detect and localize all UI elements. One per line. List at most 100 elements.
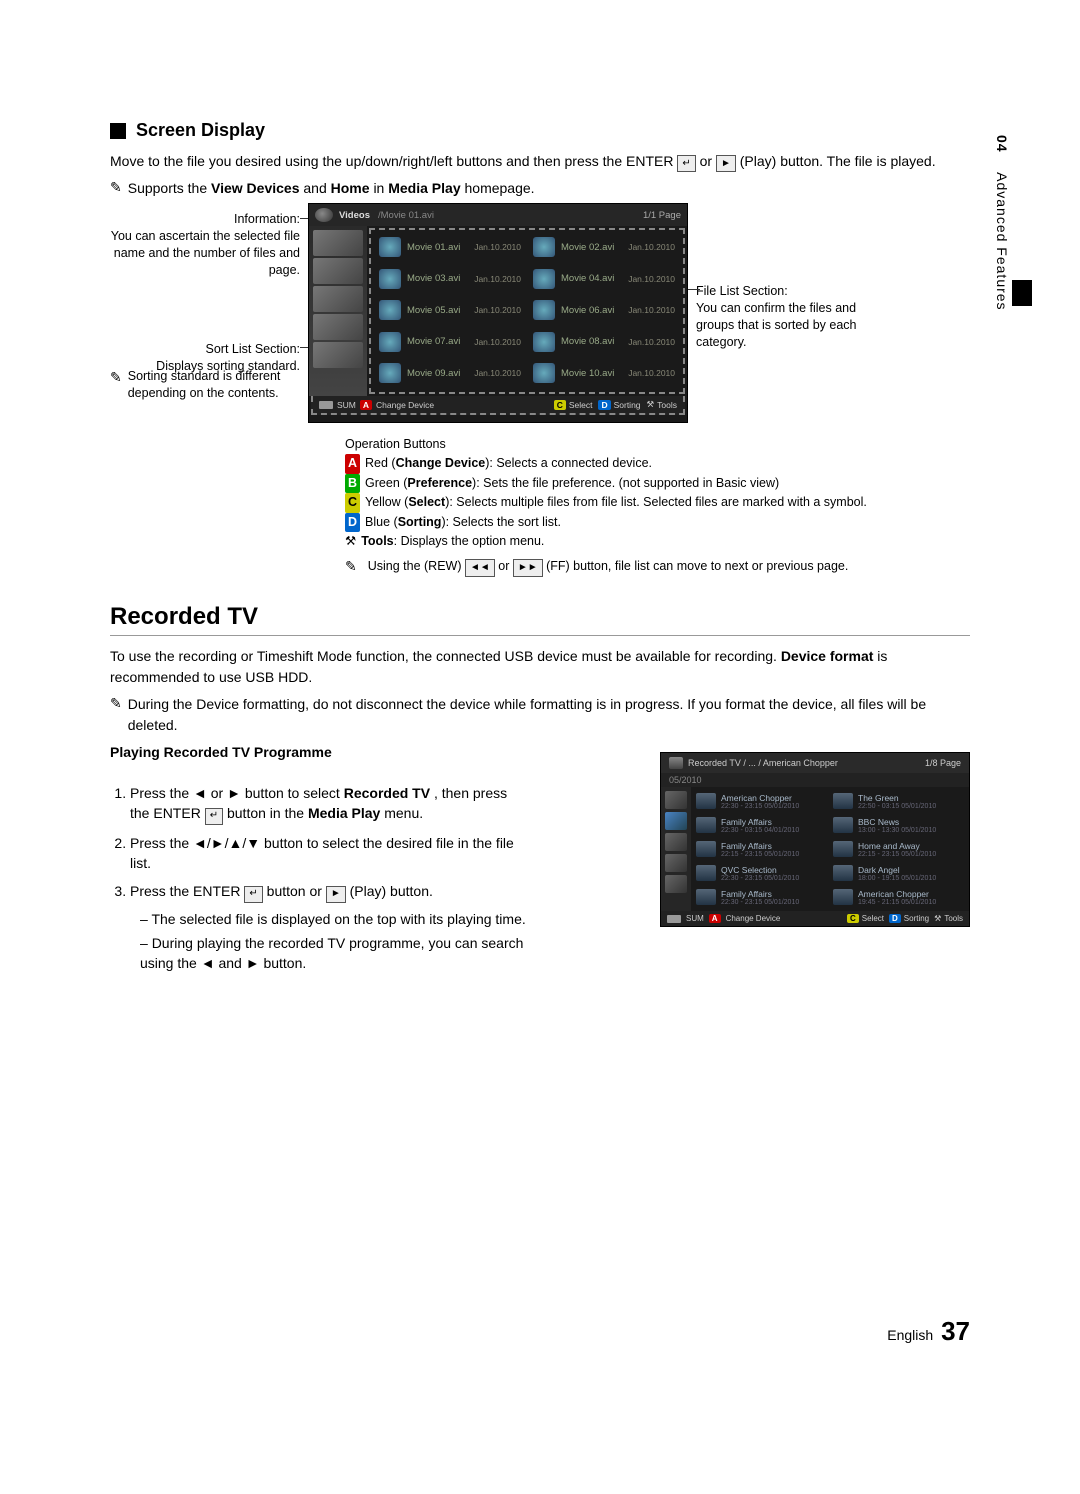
file-item[interactable]: Movie 01.aviJan.10.2010 (375, 232, 529, 262)
tv2-page: 1/8 Page (925, 758, 961, 768)
sidebar-icon[interactable] (665, 812, 687, 830)
file-name: Movie 09.avi (407, 368, 474, 379)
intro-text-c: (Play) button. The file is played. (740, 153, 936, 169)
recorded-name: American Chopper (858, 889, 964, 899)
media-play-screenshot: Videos /Movie 01.avi 1/1 Page Movie 01.a… (308, 203, 688, 423)
screen-path: /Movie 01.avi (378, 210, 643, 221)
callout-sortnote: ✎ Sorting standard is different dependin… (110, 368, 300, 402)
sorting-label: Sorting (904, 914, 929, 923)
change-device-label: Change Device (376, 400, 434, 410)
sort-icon[interactable] (313, 286, 363, 312)
sidebar-icon[interactable] (665, 875, 687, 893)
file-name: Movie 04.avi (561, 273, 628, 284)
sidebar-icon[interactable] (665, 854, 687, 872)
callout-filelist: File List Section: You can confirm the f… (696, 283, 866, 351)
recorded-sub: 22:50 - 03:15 05/01/2010 (858, 803, 964, 810)
file-name: Movie 07.avi (407, 336, 474, 347)
recorded-sub: 13:00 - 13:30 05/01/2010 (858, 827, 964, 834)
recorded-name: The Green (858, 793, 964, 803)
tv2-sidebar (661, 787, 691, 911)
rew-icon: ◄◄ (465, 559, 495, 577)
ff-icon: ►► (513, 559, 543, 577)
file-item[interactable]: Movie 05.aviJan.10.2010 (375, 295, 529, 325)
file-item[interactable]: Movie 07.aviJan.10.2010 (375, 327, 529, 357)
file-thumb-icon (379, 332, 401, 352)
file-name: Movie 01.avi (407, 242, 474, 253)
sort-icon[interactable] (313, 342, 363, 368)
recorded-sub: 22:30 - 23:15 05/01/2010 (721, 899, 827, 906)
sum-label: SUM (337, 400, 356, 410)
step-3: Press the ENTER ↵ button or ► (Play) but… (130, 881, 530, 973)
file-thumb-icon (533, 300, 555, 320)
file-date: Jan.10.2010 (628, 274, 679, 284)
usb-icon (319, 401, 333, 409)
file-item[interactable]: Movie 04.aviJan.10.2010 (529, 264, 683, 294)
recorded-thumb-icon (833, 817, 853, 833)
recorded-item[interactable]: QVC Selection22:30 - 23:15 05/01/2010 (693, 861, 830, 885)
screen-page: 1/1 Page (643, 210, 681, 221)
sidebar-icon[interactable] (665, 833, 687, 851)
file-thumb-icon (533, 332, 555, 352)
recorded-item[interactable]: Family Affairs22:15 - 23:15 05/01/2010 (693, 837, 830, 861)
sort-icon[interactable] (313, 314, 363, 340)
recorded-thumb-icon (833, 841, 853, 857)
green-b-icon: B (345, 474, 360, 493)
sort-sidebar (309, 226, 367, 396)
recorded-name: BBC News (858, 817, 964, 827)
file-thumb-icon (533, 237, 555, 257)
file-item[interactable]: Movie 03.aviJan.10.2010 (375, 264, 529, 294)
note-text: During the Device formatting, do not dis… (128, 694, 970, 736)
note-view-devices: ✎ Supports the View Devices and Home in … (110, 178, 970, 199)
recorded-item[interactable]: American Chopper19:45 - 21:15 05/01/2010 (830, 885, 967, 909)
blue-d-icon: D (345, 513, 360, 532)
file-item[interactable]: Movie 08.aviJan.10.2010 (529, 327, 683, 357)
file-item[interactable]: Movie 02.aviJan.10.2010 (529, 232, 683, 262)
videos-icon (315, 208, 333, 222)
file-date: Jan.10.2010 (474, 337, 525, 347)
file-name: Movie 03.avi (407, 273, 474, 284)
change-device-label: Change Device (726, 914, 781, 923)
recorded-item[interactable]: American Chopper22:30 - 23:15 05/01/2010 (693, 789, 830, 813)
file-item[interactable]: Movie 09.aviJan.10.2010 (375, 358, 529, 388)
recorded-name: Home and Away (858, 841, 964, 851)
file-name: Movie 06.avi (561, 305, 628, 316)
ff-note: Using the (REW) ◄◄ or ►► (FF) button, fi… (368, 557, 849, 577)
recorded-item[interactable]: Family Affairs22:30 - 23:15 05/01/2010 (693, 885, 830, 909)
file-thumb-icon (379, 300, 401, 320)
red-a-icon: A (360, 400, 372, 410)
footer-lang: English (887, 1327, 933, 1343)
intro-text-a: Move to the file you desired using the u… (110, 153, 673, 169)
file-item[interactable]: Movie 10.aviJan.10.2010 (529, 358, 683, 388)
file-list-grid: Movie 01.aviJan.10.2010Movie 02.aviJan.1… (369, 228, 685, 394)
recorded-sub: 22:15 - 23:15 05/01/2010 (721, 851, 827, 858)
recorded-tv-screenshot: Recorded TV / ... / American Chopper 1/8… (660, 752, 970, 927)
recorded-thumb-icon (696, 865, 716, 881)
recorded-item[interactable]: Home and Away22:15 - 23:15 05/01/2010 (830, 837, 967, 861)
substep-1: – The selected file is displayed on the … (140, 909, 530, 929)
recorded-thumb-icon (696, 889, 716, 905)
recorded-tv-icon (669, 757, 683, 769)
recorded-item[interactable]: Family Affairs22:30 - 03:15 04/01/2010 (693, 813, 830, 837)
recorded-item[interactable]: The Green22:50 - 03:15 05/01/2010 (830, 789, 967, 813)
tools-icon: ⚒ (345, 532, 356, 551)
sidebar-icon[interactable] (665, 791, 687, 809)
recorded-sub: 22:15 - 23:15 05/01/2010 (858, 851, 964, 858)
recorded-sub: 22:30 - 03:15 04/01/2010 (721, 827, 827, 834)
sort-icon[interactable] (313, 230, 363, 256)
tools-icon: ⚒ (647, 399, 655, 410)
recorded-sub: 22:30 - 23:15 05/01/2010 (721, 875, 827, 882)
recorded-item[interactable]: Dark Angel18:00 - 19:15 05/01/2010 (830, 861, 967, 885)
sort-icon[interactable] (313, 258, 363, 284)
section-bullet-icon (110, 123, 126, 139)
recorded-sub: 22:30 - 23:15 05/01/2010 (721, 803, 827, 810)
file-date: Jan.10.2010 (474, 305, 525, 315)
enter-icon: ↵ (244, 886, 262, 903)
recorded-item[interactable]: BBC News13:00 - 13:30 05/01/2010 (830, 813, 967, 837)
recorded-name: American Chopper (721, 793, 827, 803)
file-thumb-icon (379, 269, 401, 289)
enter-icon: ↵ (677, 155, 695, 172)
file-item[interactable]: Movie 06.aviJan.10.2010 (529, 295, 683, 325)
note-icon: ✎ (110, 368, 122, 388)
recorded-thumb-icon (833, 889, 853, 905)
screen-title: Videos (339, 210, 370, 221)
